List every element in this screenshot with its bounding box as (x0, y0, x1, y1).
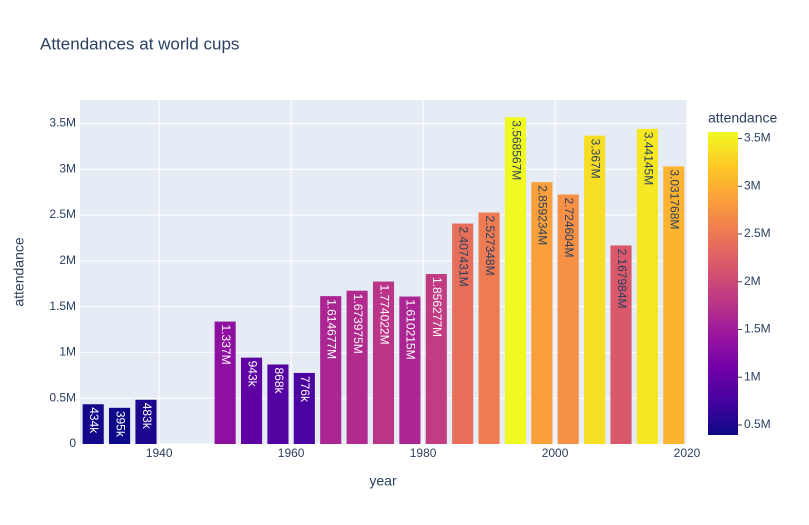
data-label: 2.167984M (615, 248, 629, 308)
x-tick-label: 2020 (674, 446, 701, 460)
data-label: 1.610215M (404, 300, 418, 360)
data-label: 483k (140, 403, 154, 430)
x-tick-label: 1940 (146, 446, 173, 460)
data-label: 434k (87, 407, 101, 434)
bar (663, 166, 685, 444)
colorbar-tick-label: 2.5M (744, 226, 771, 240)
data-label: 1.856277M (430, 277, 444, 337)
data-label: 395k (113, 411, 127, 438)
data-label: 1.774022M (377, 285, 391, 345)
y-tick-label: 0.5M (49, 390, 76, 404)
data-label: 3.367M (588, 139, 602, 179)
bar (240, 357, 263, 444)
y-tick-label: 0 (69, 436, 76, 450)
data-label: 1.614677M (325, 299, 339, 359)
bar (610, 245, 632, 444)
data-label: 3.44145M (641, 132, 655, 185)
y-tick-label: 3M (59, 161, 76, 175)
x-tick-label: 2000 (542, 446, 569, 460)
bar (452, 223, 474, 444)
bar (293, 372, 315, 444)
y-tick-label: 2.5M (49, 207, 76, 221)
data-label: 2.407431M (457, 227, 471, 287)
bar (82, 404, 104, 444)
bar (372, 281, 395, 444)
data-label: 2.859234M (536, 185, 550, 245)
bar (320, 296, 342, 444)
colorbar-title: attendance (708, 110, 777, 126)
colorbar-tick-label: 0.5M (744, 417, 771, 431)
colorbar-tick-label: 3M (744, 178, 761, 192)
data-label: 2.724604M (562, 197, 576, 257)
data-label: 868k (272, 368, 286, 395)
bar (504, 117, 527, 444)
bar (636, 128, 658, 445)
colorbar (708, 132, 738, 435)
y-tick-label: 3.5M (49, 116, 76, 130)
bar (557, 194, 579, 444)
bar (109, 407, 131, 444)
bar (478, 212, 500, 444)
y-tick-label: 2M (59, 253, 76, 267)
bar (584, 135, 606, 445)
y-tick-label: 1M (59, 345, 76, 359)
data-label: 1.673975M (351, 294, 365, 354)
colorbar-tick-label: 3.5M (744, 131, 771, 145)
x-tick-label: 1960 (278, 446, 305, 460)
bar (531, 182, 553, 445)
bar (267, 364, 289, 444)
chart-title: Attendances at world cups (40, 34, 239, 53)
data-label: 1.337M (219, 325, 233, 365)
x-axis-title: year (369, 473, 397, 489)
data-label: 776k (298, 376, 312, 403)
bar (135, 399, 157, 444)
data-label: 943k (245, 361, 259, 388)
colorbar-tick-label: 1M (744, 369, 761, 383)
y-tick-label: 1.5M (49, 299, 76, 313)
y-axis-title: attendance (11, 237, 27, 306)
bar (346, 290, 368, 444)
bar (214, 321, 236, 444)
colorbar-tick-label: 1.5M (744, 322, 771, 336)
data-label: 3.031768M (668, 169, 682, 229)
bar (425, 274, 447, 444)
data-label: 3.568567M (509, 120, 523, 180)
data-label: 2.527348M (483, 216, 497, 276)
colorbar-tick-label: 2M (744, 274, 761, 288)
bar (399, 296, 421, 444)
x-tick-label: 1980 (410, 446, 437, 460)
